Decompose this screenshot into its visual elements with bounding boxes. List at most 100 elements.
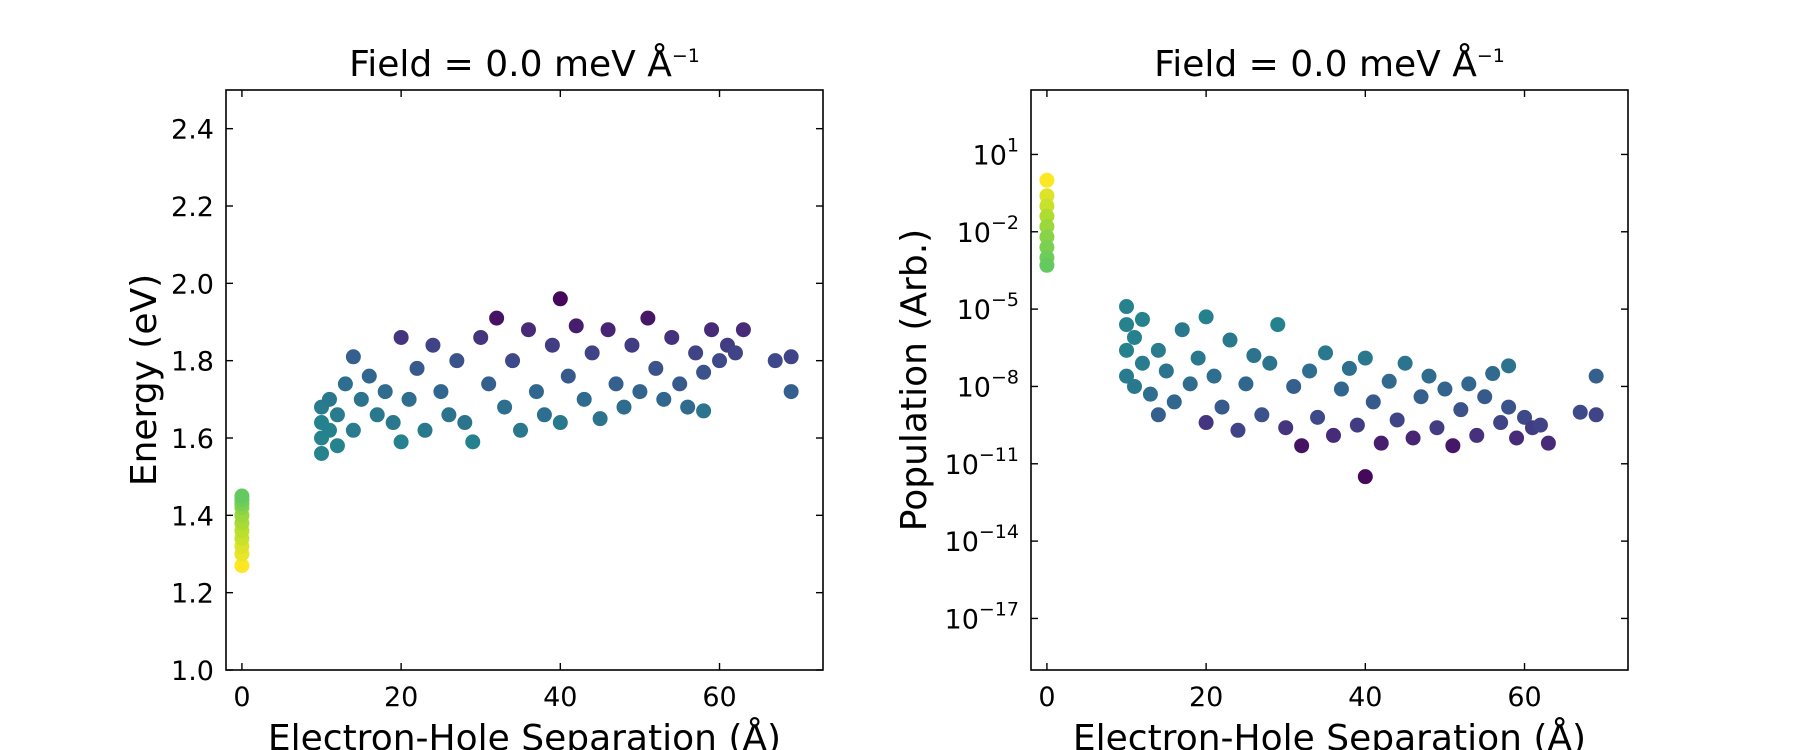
data-point — [656, 391, 672, 407]
data-point — [1039, 208, 1055, 224]
series-0 — [234, 488, 250, 574]
y-tick-label: 2.2 — [171, 192, 214, 223]
y-tick-label: 1.6 — [171, 424, 214, 455]
y-tick-exponent: −2 — [991, 212, 1019, 234]
data-point — [505, 353, 521, 369]
y-tick-base: 10 — [945, 604, 979, 635]
y-tick-label: 10−2 — [957, 212, 1019, 249]
data-point — [1509, 430, 1525, 446]
data-point — [624, 337, 640, 353]
data-point — [1286, 378, 1302, 394]
data-point — [688, 345, 704, 361]
data-point — [1158, 363, 1174, 379]
data-point — [616, 399, 632, 415]
data-point — [353, 391, 369, 407]
y-tick-label: 10−14 — [945, 521, 1019, 558]
data-point — [234, 558, 250, 574]
chart-title: Field = 0.0 meV Å−1 — [1154, 42, 1505, 85]
chart-title-text: Field = 0.0 meV Å — [1154, 42, 1477, 85]
data-point — [520, 322, 536, 338]
y-tick-label: 2.4 — [171, 115, 214, 146]
data-point — [1349, 417, 1365, 433]
data-point — [1310, 409, 1326, 425]
data-point — [433, 384, 449, 400]
x-tick-label: 20 — [384, 682, 418, 713]
data-point — [234, 488, 250, 504]
data-point — [1262, 355, 1278, 371]
data-point — [1270, 317, 1286, 333]
y-tick-base: 10 — [957, 218, 991, 249]
data-point — [1429, 420, 1445, 436]
data-point — [1413, 389, 1429, 405]
data-point — [1190, 350, 1206, 366]
data-point — [1119, 317, 1135, 333]
y-tick-label: 1.4 — [171, 501, 214, 532]
data-point — [473, 329, 489, 345]
y-tick-label: 10−5 — [957, 289, 1019, 326]
y-tick-label: 101 — [973, 134, 1019, 171]
data-point — [1174, 322, 1190, 338]
data-point — [704, 322, 720, 338]
data-point — [1230, 422, 1246, 438]
data-point — [1039, 172, 1055, 188]
data-point — [672, 376, 688, 392]
energy-panel: 0 20 40 60 1.0 1.2 1.4 1.6 1.8 2.0 2.2 2.4 Field = 0… — [124, 42, 824, 750]
data-point — [600, 322, 616, 338]
data-point — [696, 364, 712, 380]
data-point — [735, 322, 751, 338]
data-point — [1453, 402, 1469, 418]
y-tick-exponent: −11 — [979, 444, 1019, 466]
data-point — [608, 376, 624, 392]
data-point — [385, 415, 401, 431]
data-point — [1126, 378, 1142, 394]
chart-title: Field = 0.0 meV Å−1 — [349, 42, 700, 85]
x-axis-label: Electron-Hole Separation (Å) — [268, 716, 781, 750]
data-point — [1445, 438, 1461, 454]
data-point — [1278, 420, 1294, 436]
data-point — [377, 384, 393, 400]
data-point — [712, 353, 728, 369]
data-point — [592, 411, 608, 427]
data-point — [513, 422, 529, 438]
y-tick-label: 10−11 — [945, 444, 1019, 481]
data-point — [1421, 368, 1437, 384]
data-point — [337, 376, 353, 392]
y-tick-label: 2.0 — [171, 269, 214, 300]
axes-frame — [225, 89, 824, 671]
data-point — [497, 399, 513, 415]
data-point — [1039, 188, 1055, 204]
data-point — [680, 399, 696, 415]
data-point — [1302, 363, 1318, 379]
y-tick-base: 10 — [973, 140, 1007, 171]
chart-title-superscript: −1 — [1477, 45, 1505, 67]
data-point — [329, 407, 345, 423]
data-point — [1206, 368, 1222, 384]
data-point — [1134, 311, 1150, 327]
series-1 — [1119, 299, 1604, 485]
data-point — [767, 353, 783, 369]
data-point — [640, 310, 656, 326]
data-point — [361, 368, 377, 384]
data-point — [560, 368, 576, 384]
data-point — [1540, 435, 1556, 451]
y-tick-exponent: −17 — [979, 598, 1019, 620]
data-point — [1150, 342, 1166, 358]
y-tick-exponent: 1 — [1007, 134, 1019, 156]
x-tick-label: 40 — [543, 682, 577, 713]
data-point — [552, 291, 568, 307]
data-point — [1381, 373, 1397, 389]
y-tick-label: 10−17 — [945, 598, 1019, 635]
data-point — [1318, 345, 1334, 361]
series-1 — [314, 291, 799, 461]
data-point — [576, 391, 592, 407]
data-point — [1142, 386, 1158, 402]
data-point — [1150, 407, 1166, 423]
data-point — [1365, 394, 1381, 410]
data-point — [1119, 299, 1135, 315]
data-point — [441, 407, 457, 423]
data-point — [552, 415, 568, 431]
data-point — [584, 345, 600, 361]
data-point — [1477, 389, 1493, 405]
x-tick-label: 60 — [1507, 682, 1541, 713]
data-point — [449, 353, 465, 369]
